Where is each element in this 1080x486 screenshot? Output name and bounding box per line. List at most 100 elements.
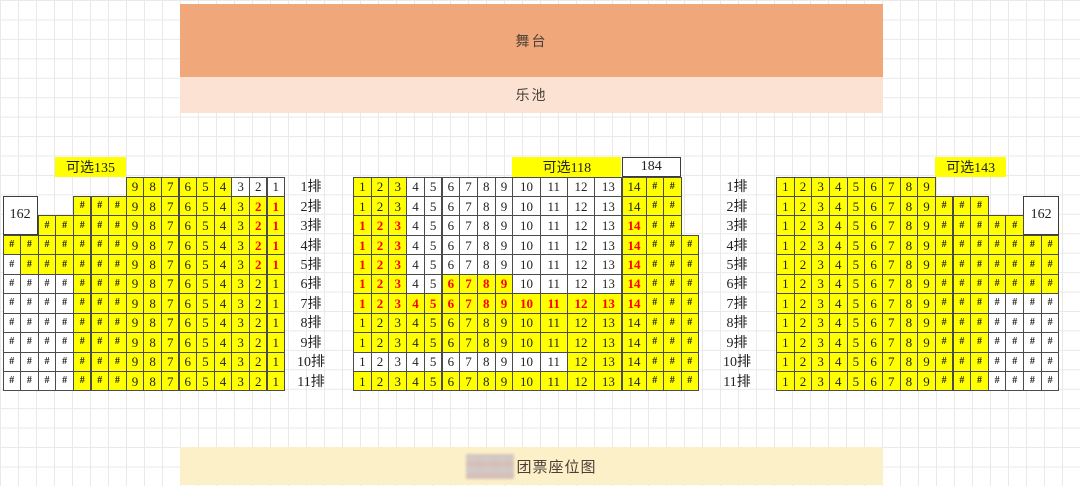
blocked-seat-cell[interactable]: # xyxy=(37,293,57,314)
blocked-seat-cell[interactable]: # xyxy=(1040,371,1060,392)
blocked-seat-cell[interactable]: # xyxy=(663,371,682,392)
blocked-seat-cell[interactable]: # xyxy=(663,351,682,372)
seat-cell[interactable]: 3 xyxy=(388,254,408,275)
seat-cell[interactable]: 2 xyxy=(248,254,268,275)
seat-cell[interactable]: 8 xyxy=(143,254,162,275)
seat-cell[interactable]: 3 xyxy=(811,215,830,236)
seat-cell[interactable]: 5 xyxy=(423,371,443,392)
seat-cell[interactable]: 10 xyxy=(512,254,541,275)
seat-cell[interactable]: 5 xyxy=(846,234,866,256)
seat-cell[interactable]: 7 xyxy=(160,176,180,197)
seat-cell[interactable]: 13 xyxy=(594,332,623,353)
seat-cell[interactable]: 8 xyxy=(143,312,162,334)
blocked-seat-cell[interactable]: # xyxy=(1005,312,1025,334)
blocked-seat-cell[interactable]: # xyxy=(645,332,664,353)
blocked-seat-cell[interactable]: # xyxy=(645,215,664,236)
seat-cell[interactable]: 9 xyxy=(125,273,145,295)
seat-cell[interactable]: 2 xyxy=(248,332,268,353)
seat-cell[interactable]: 9 xyxy=(125,195,145,217)
seat-cell[interactable]: 6 xyxy=(441,215,461,236)
blocked-seat-cell[interactable]: # xyxy=(934,273,954,295)
seat-cell[interactable]: 13 xyxy=(594,351,623,372)
blocked-seat-cell[interactable]: # xyxy=(970,312,989,334)
blocked-seat-cell[interactable]: # xyxy=(72,293,92,314)
seat-cell[interactable]: 2 xyxy=(370,195,390,217)
seat-cell[interactable]: 5 xyxy=(423,234,443,256)
seat-cell[interactable]: 7 xyxy=(881,215,901,236)
seat-cell[interactable]: 8 xyxy=(143,273,162,295)
blocked-seat-cell[interactable]: # xyxy=(37,254,57,275)
seat-cell[interactable]: 2 xyxy=(793,293,813,314)
seat-cell[interactable]: 4 xyxy=(406,332,425,353)
seat-cell[interactable]: 11 xyxy=(539,312,568,334)
seat-cell[interactable]: 6 xyxy=(441,312,461,334)
seat-cell[interactable]: 8 xyxy=(899,351,919,372)
seat-cell[interactable]: 5 xyxy=(196,195,215,217)
seat-cell[interactable]: 9 xyxy=(917,273,936,295)
seat-cell[interactable]: 14 xyxy=(621,332,647,353)
seat-cell[interactable]: 3 xyxy=(388,234,408,256)
seat-cell[interactable]: 10 xyxy=(512,371,541,392)
seat-cell[interactable]: 4 xyxy=(406,351,425,372)
blocked-seat-cell[interactable]: # xyxy=(37,273,57,295)
seat-cell[interactable]: 7 xyxy=(459,195,478,217)
seat-cell[interactable]: 13 xyxy=(594,234,623,256)
seat-cell[interactable]: 1 xyxy=(776,234,795,256)
seat-cell[interactable]: 4 xyxy=(213,254,233,275)
blocked-seat-cell[interactable]: # xyxy=(2,273,22,295)
seat-cell[interactable]: 10 xyxy=(512,195,541,217)
blocked-seat-cell[interactable]: # xyxy=(952,273,972,295)
blocked-seat-cell[interactable]: # xyxy=(2,351,22,372)
seat-cell[interactable]: 5 xyxy=(196,332,215,353)
seat-cell[interactable]: 2 xyxy=(793,332,813,353)
blocked-seat-cell[interactable]: # xyxy=(663,234,682,256)
blocked-seat-cell[interactable]: # xyxy=(952,195,972,217)
seat-cell[interactable]: 2 xyxy=(793,234,813,256)
seat-cell[interactable]: 3 xyxy=(811,273,830,295)
seat-cell[interactable]: 5 xyxy=(423,351,443,372)
blocked-seat-cell[interactable]: # xyxy=(72,195,92,217)
seat-cell[interactable]: 2 xyxy=(370,293,390,314)
blocked-seat-cell[interactable]: # xyxy=(55,293,74,314)
seat-cell[interactable]: 9 xyxy=(917,176,936,197)
seat-cell[interactable]: 1 xyxy=(353,312,372,334)
seat-cell[interactable]: 5 xyxy=(423,312,443,334)
seat-cell[interactable]: 1 xyxy=(266,176,286,197)
seat-cell[interactable]: 8 xyxy=(476,293,496,314)
seat-cell[interactable]: 9 xyxy=(494,254,514,275)
seat-cell[interactable]: 7 xyxy=(881,195,901,217)
blocked-seat-cell[interactable]: # xyxy=(934,293,954,314)
seat-cell[interactable]: 7 xyxy=(160,254,180,275)
seat-cell[interactable]: 7 xyxy=(881,351,901,372)
blocked-seat-cell[interactable]: # xyxy=(1023,234,1042,256)
seat-cell[interactable]: 8 xyxy=(899,215,919,236)
seat-cell[interactable]: 4 xyxy=(213,312,233,334)
seat-cell[interactable]: 10 xyxy=(512,273,541,295)
seat-cell[interactable]: 3 xyxy=(231,254,250,275)
seat-cell[interactable]: 6 xyxy=(178,176,198,197)
seat-cell[interactable]: 7 xyxy=(160,351,180,372)
seat-cell[interactable]: 1 xyxy=(266,371,286,392)
blocked-seat-cell[interactable]: # xyxy=(680,332,699,353)
blocked-seat-cell[interactable]: # xyxy=(1023,273,1042,295)
seat-cell[interactable]: 6 xyxy=(441,351,461,372)
seat-cell[interactable]: 4 xyxy=(828,234,848,256)
seat-cell[interactable]: 5 xyxy=(196,312,215,334)
seat-cell[interactable]: 2 xyxy=(370,312,390,334)
seat-cell[interactable]: 9 xyxy=(494,176,514,197)
seat-cell[interactable]: 8 xyxy=(143,293,162,314)
blocked-seat-cell[interactable]: # xyxy=(90,351,110,372)
blocked-seat-cell[interactable]: # xyxy=(970,234,989,256)
blocked-seat-cell[interactable]: # xyxy=(72,215,92,236)
blocked-seat-cell[interactable]: # xyxy=(72,254,92,275)
seat-cell[interactable]: 6 xyxy=(178,195,198,217)
seat-cell[interactable]: 3 xyxy=(388,293,408,314)
seat-cell[interactable]: 7 xyxy=(459,254,478,275)
seat-cell[interactable]: 8 xyxy=(143,176,162,197)
blocked-seat-cell[interactable]: # xyxy=(934,312,954,334)
seat-cell[interactable]: 2 xyxy=(248,195,268,217)
seat-cell[interactable]: 2 xyxy=(248,312,268,334)
seat-cell[interactable]: 9 xyxy=(917,332,936,353)
seat-cell[interactable]: 3 xyxy=(231,332,250,353)
seat-cell[interactable]: 8 xyxy=(476,371,496,392)
